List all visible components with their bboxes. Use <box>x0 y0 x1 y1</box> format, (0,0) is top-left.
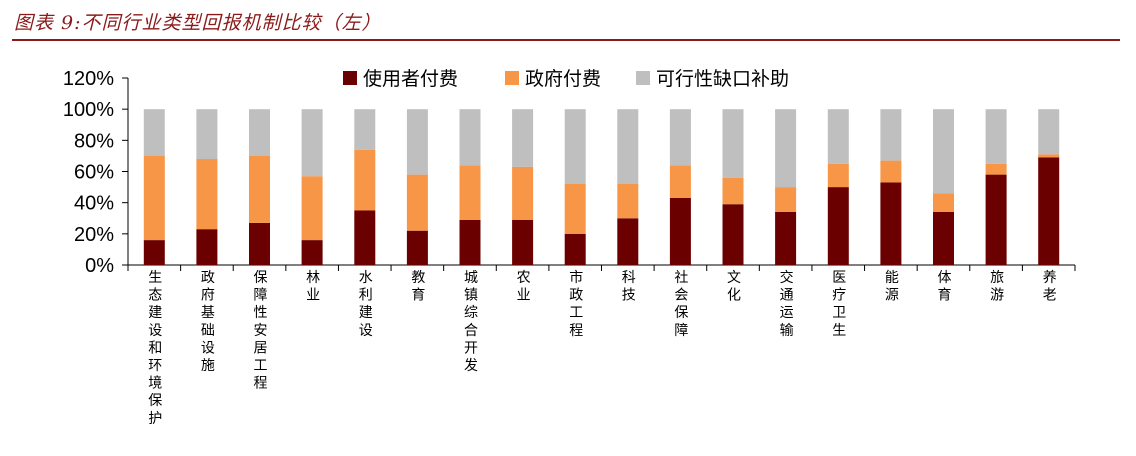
bar-segment-user-pay <box>459 219 481 265</box>
category-label: 市政工程 <box>569 269 583 339</box>
bar-segment-user-pay <box>564 233 586 265</box>
category-label: 科技 <box>622 270 636 304</box>
bar-segment-user-pay <box>880 182 902 265</box>
bar-segment-viability-gap <box>354 109 376 150</box>
legend-swatch <box>636 71 650 85</box>
y-tick-label: 20% <box>74 224 114 246</box>
category-label: 城镇综合开发 <box>464 270 478 374</box>
bar-segment-gov-pay <box>985 163 1007 175</box>
bar-segment-gov-pay <box>775 187 797 212</box>
bar-segment-viability-gap <box>196 109 218 160</box>
category-label: 医疗卫生 <box>832 270 846 339</box>
bar-segment-gov-pay <box>512 166 534 220</box>
bar-segment-user-pay <box>143 240 165 265</box>
bar-segment-gov-pay <box>617 184 639 219</box>
bar-segment-viability-gap <box>827 109 849 164</box>
bar-segment-viability-gap <box>722 109 744 178</box>
category-label: 文化 <box>727 270 741 304</box>
bar-segment-gov-pay <box>301 176 323 241</box>
bar-segment-gov-pay <box>933 193 954 212</box>
bar-segment-viability-gap <box>880 109 902 161</box>
bar-segment-user-pay <box>196 229 218 265</box>
bar-segment-user-pay <box>301 240 323 265</box>
bar-segment-user-pay <box>775 212 797 265</box>
bar-segment-viability-gap <box>249 109 270 156</box>
bar-segment-user-pay <box>722 204 744 265</box>
bar-segment-gov-pay <box>827 163 849 188</box>
category-label: 政府基础设施 <box>201 270 215 374</box>
category-label: 交通运输 <box>780 269 794 339</box>
category-label: 农业 <box>517 270 531 304</box>
bar-segment-viability-gap <box>985 109 1007 164</box>
category-label: 能源 <box>885 270 899 304</box>
legend-label: 使用者付费 <box>363 68 458 90</box>
bar-segment-viability-gap <box>669 109 691 166</box>
legend: 使用者付费 政府付费 可行性缺口补助 <box>343 68 789 90</box>
y-tick-label: 60% <box>74 162 114 184</box>
bar-segment-gov-pay <box>249 155 270 223</box>
bar-segment-viability-gap <box>933 109 954 194</box>
y-tick-label: 0% <box>85 255 114 277</box>
figure-title: 图表 9:不同行业类型回报机制比较（左） <box>14 12 382 34</box>
legend-label: 政府付费 <box>525 68 601 90</box>
bar-segment-gov-pay <box>1038 154 1060 158</box>
category-label: 养老 <box>1043 270 1057 304</box>
bar-segment-user-pay <box>249 222 270 265</box>
bar-segment-gov-pay <box>354 149 376 211</box>
title-rule <box>12 39 1120 41</box>
legend-swatch <box>505 71 519 85</box>
y-tick-label: 120% <box>63 68 114 90</box>
x-axis <box>127 264 1076 271</box>
bar-segment-user-pay <box>406 230 428 265</box>
bar-segment-viability-gap <box>564 109 586 184</box>
bar-segment-gov-pay <box>722 177 744 205</box>
category-label: 保障性安居工程 <box>254 270 268 392</box>
bar-segment-viability-gap <box>406 109 428 175</box>
bar-segment-viability-gap <box>617 109 639 184</box>
bar-segment-viability-gap <box>775 109 797 188</box>
bar-segment-gov-pay <box>406 174 428 231</box>
category-label: 社会保障 <box>674 270 688 339</box>
bar-segment-user-pay <box>354 210 376 265</box>
bar-segment-gov-pay <box>196 159 218 230</box>
bar-segment-viability-gap <box>1038 109 1060 155</box>
bar-segment-gov-pay <box>669 165 691 198</box>
bar-segment-user-pay <box>827 187 849 265</box>
bar-segment-user-pay <box>617 218 639 266</box>
bars <box>143 109 1060 266</box>
bar-segment-viability-gap <box>459 109 481 166</box>
legend-label: 可行性缺口补助 <box>656 68 789 90</box>
bar-segment-user-pay <box>512 219 534 265</box>
category-label: 教育 <box>411 270 425 304</box>
bar-segment-user-pay <box>985 174 1007 265</box>
y-tick-label: 40% <box>74 193 114 215</box>
category-label: 旅游 <box>990 270 1004 304</box>
category-label: 水利建设 <box>359 270 373 339</box>
bar-segment-gov-pay <box>880 160 902 183</box>
bar-segment-user-pay <box>669 198 691 265</box>
y-tick-label: 100% <box>63 99 114 121</box>
category-label: 生态建设和环境保护 <box>148 270 162 427</box>
bar-segment-user-pay <box>933 212 954 265</box>
category-labels: 生态建设和环境保护 政府基础设施 保障性安居工程 林业 水利建设 教育 城镇综合开发 农业 市政… <box>148 269 1056 427</box>
bar-segment-user-pay <box>1038 157 1060 265</box>
bar-segment-viability-gap <box>512 109 534 167</box>
bar-segment-viability-gap <box>301 109 323 177</box>
bar-segment-gov-pay <box>143 155 165 241</box>
y-tick-label: 80% <box>74 130 114 152</box>
bar-segment-gov-pay <box>564 184 586 234</box>
category-label: 林业 <box>306 270 320 304</box>
bar-segment-gov-pay <box>459 165 481 220</box>
y-axis: 0% 20% 40% 60% 80% 100% 120% <box>63 68 129 277</box>
category-label: 体育 <box>938 270 952 304</box>
bar-segment-viability-gap <box>143 109 165 156</box>
legend-swatch <box>343 71 357 85</box>
